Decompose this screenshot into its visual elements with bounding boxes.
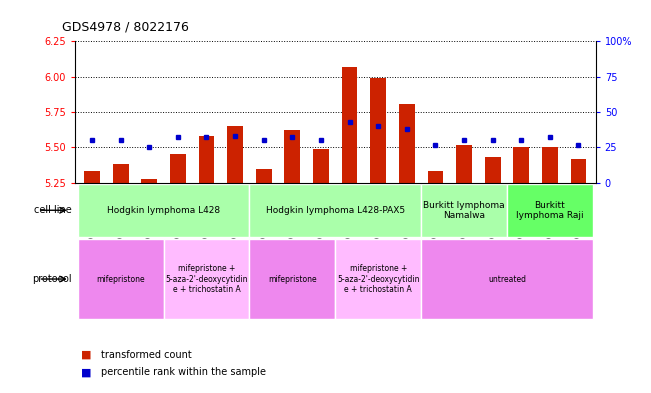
Bar bbox=[456, 145, 472, 183]
Bar bbox=[141, 178, 157, 183]
Bar bbox=[428, 171, 443, 183]
Bar bbox=[249, 239, 335, 319]
Text: Hodgkin lymphoma L428: Hodgkin lymphoma L428 bbox=[107, 206, 220, 215]
Bar bbox=[542, 147, 558, 183]
Bar bbox=[335, 239, 421, 319]
Bar bbox=[514, 147, 529, 183]
Text: protocol: protocol bbox=[32, 274, 72, 284]
Bar bbox=[77, 184, 249, 237]
Text: ■: ■ bbox=[81, 350, 92, 360]
Text: Burkitt
lymphoma Raji: Burkitt lymphoma Raji bbox=[516, 200, 584, 220]
Text: transformed count: transformed count bbox=[101, 350, 191, 360]
Bar bbox=[399, 103, 415, 183]
Bar bbox=[370, 78, 386, 183]
Bar bbox=[227, 126, 243, 183]
Text: untreated: untreated bbox=[488, 275, 526, 283]
Text: mifepristone: mifepristone bbox=[96, 275, 145, 283]
Bar bbox=[485, 157, 501, 183]
Text: ■: ■ bbox=[81, 367, 92, 377]
Bar bbox=[249, 184, 421, 237]
Bar bbox=[313, 149, 329, 183]
Bar bbox=[113, 164, 128, 183]
Bar bbox=[507, 184, 593, 237]
Bar bbox=[421, 184, 507, 237]
Text: GDS4978 / 8022176: GDS4978 / 8022176 bbox=[62, 20, 189, 33]
Bar bbox=[284, 130, 300, 183]
Bar bbox=[77, 239, 163, 319]
Bar bbox=[163, 239, 249, 319]
Bar bbox=[199, 136, 214, 183]
Text: Hodgkin lymphoma L428-PAX5: Hodgkin lymphoma L428-PAX5 bbox=[266, 206, 405, 215]
Text: mifepristone +
5-aza-2'-deoxycytidin
e + trichostatin A: mifepristone + 5-aza-2'-deoxycytidin e +… bbox=[165, 264, 248, 294]
Bar bbox=[256, 169, 271, 183]
Text: cell line: cell line bbox=[34, 205, 72, 215]
Bar bbox=[84, 171, 100, 183]
Bar bbox=[421, 239, 593, 319]
Text: percentile rank within the sample: percentile rank within the sample bbox=[101, 367, 266, 377]
Text: mifepristone: mifepristone bbox=[268, 275, 316, 283]
Bar bbox=[342, 67, 357, 183]
Text: Burkitt lymphoma
Namalwa: Burkitt lymphoma Namalwa bbox=[423, 200, 505, 220]
Bar bbox=[571, 159, 587, 183]
Bar bbox=[170, 154, 186, 183]
Text: mifepristone +
5-aza-2'-deoxycytidin
e + trichostatin A: mifepristone + 5-aza-2'-deoxycytidin e +… bbox=[337, 264, 419, 294]
